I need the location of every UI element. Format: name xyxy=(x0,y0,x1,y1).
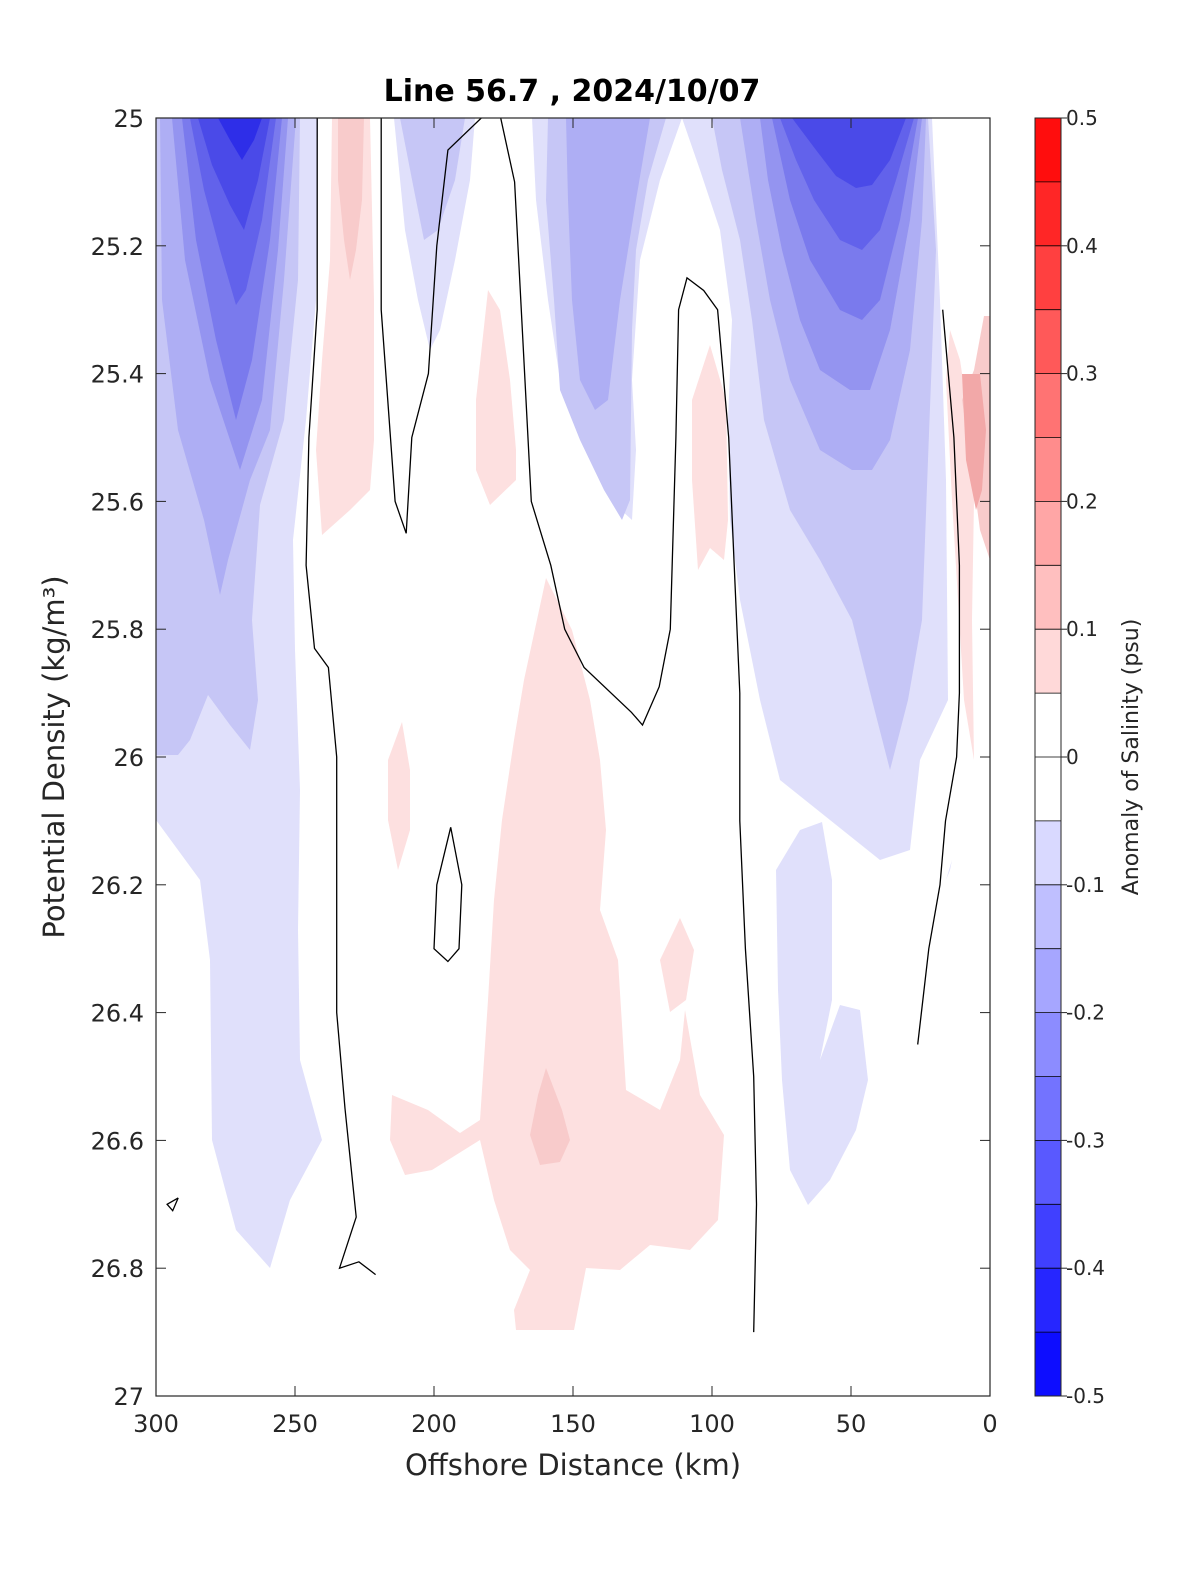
colorbar-tick-label: -0.5 xyxy=(1066,1384,1105,1408)
x-tick-label: 0 xyxy=(982,1410,997,1438)
x-tick-label: 50 xyxy=(836,1410,867,1438)
colorbar-segment xyxy=(1035,245,1061,310)
x-tick-label: 250 xyxy=(272,1410,318,1438)
y-tick-label: 26.2 xyxy=(91,872,144,900)
contour-region-pos-0.10-g xyxy=(530,1068,570,1165)
y-tick-label: 25.2 xyxy=(91,233,144,261)
colorbar-tick-label: 0.3 xyxy=(1066,362,1098,386)
contour-region-pos-0.10-a xyxy=(338,118,364,280)
colorbar-tick-label: 0.1 xyxy=(1066,617,1098,641)
zero-contour-line xyxy=(917,309,961,1045)
colorbar-segment xyxy=(1035,565,1061,630)
colorbar-segment xyxy=(1035,118,1061,182)
colorbar-segment xyxy=(1035,757,1061,821)
x-axis-label: Offshore Distance (km) xyxy=(405,1448,741,1482)
colorbar-tick-label: 0.2 xyxy=(1066,489,1098,513)
x-axis: 300 250 200 150 100 50 0 xyxy=(133,118,998,1438)
contour-region-neg-0.05-e xyxy=(776,822,868,1205)
zero-contour-line xyxy=(500,118,758,1333)
y-tick-label: 26.4 xyxy=(91,1000,144,1028)
contour-region-pos-0.05-b xyxy=(476,290,516,505)
contour-fill xyxy=(156,118,990,1333)
colorbar-tick-label: -0.1 xyxy=(1066,873,1105,897)
chart-title: Line 56.7 , 2024/10/07 xyxy=(384,74,761,109)
colorbar-segment xyxy=(1035,1268,1061,1333)
zero-contour-line xyxy=(166,1197,179,1212)
contour-region-pos-0.05-d xyxy=(390,578,724,1330)
y-axis-label: Potential Density (kg/m³) xyxy=(37,575,71,938)
y-tick-label: 25 xyxy=(113,105,144,133)
y-tick-label: 26 xyxy=(113,744,144,772)
contour-region-pos-0.15-h xyxy=(962,374,986,510)
colorbar-segment xyxy=(1035,1204,1061,1269)
x-tick-label: 100 xyxy=(689,1410,735,1438)
colorbar-segment xyxy=(1035,437,1061,502)
colorbar-tick-label: 0 xyxy=(1066,745,1079,769)
colorbar-segment xyxy=(1035,501,1061,566)
x-tick-label: 200 xyxy=(411,1410,457,1438)
colorbar-segment xyxy=(1035,309,1061,374)
zero-contour-line xyxy=(380,118,482,534)
y-tick-label: 25.6 xyxy=(91,488,144,516)
colorbar-segment xyxy=(1035,373,1061,438)
colorbar-tick-label: -0.4 xyxy=(1066,1256,1105,1280)
contour-region-neg-0.35-d xyxy=(792,118,906,188)
contour-region-pos-0.05-a xyxy=(316,118,374,535)
y-tick-label: 26.6 xyxy=(91,1127,144,1155)
y-tick-label: 25.4 xyxy=(91,361,144,389)
zero-contour-line xyxy=(305,118,376,1276)
x-tick-label: 300 xyxy=(133,1410,179,1438)
y-tick-label: 27 xyxy=(113,1383,144,1411)
colorbar-segment xyxy=(1035,1140,1061,1205)
colorbar-tick-label: 0.5 xyxy=(1066,106,1098,130)
colorbar-segment xyxy=(1035,884,1061,949)
colorbar: 0.5 0.4 0.3 0.2 0.1 0 -0.1 -0.2 -0.3 -0.4 -0.5 xyxy=(1034,106,1105,1408)
colorbar-label: Anomaly of Salinity (psu) xyxy=(1119,619,1144,896)
contour-region-pos-0.05-e xyxy=(388,722,410,870)
zero-contour-line xyxy=(433,827,463,963)
colorbar-segment xyxy=(1035,181,1061,246)
contour-region-pos-0.05-f xyxy=(660,918,694,1012)
y-tick-label: 25.8 xyxy=(91,616,144,644)
colorbar-segment xyxy=(1035,693,1061,757)
contour-region-neg-0.35 xyxy=(198,118,270,230)
colorbar-tick-label: -0.3 xyxy=(1066,1128,1105,1152)
contour-region-neg-0.40 xyxy=(218,118,262,160)
y-axis: 25 25.2 25.4 25.6 25.8 26 26.2 26.4 26.6 26.8 27 xyxy=(91,105,990,1411)
zero-contour-lines xyxy=(166,118,961,1333)
colorbar-tick-label: -0.2 xyxy=(1066,1001,1105,1025)
colorbar-segment xyxy=(1035,820,1061,885)
contour-region-neg-0.15-c xyxy=(566,118,650,410)
x-tick-label: 150 xyxy=(550,1410,596,1438)
colorbar-segment xyxy=(1035,1332,1061,1396)
contour-region-neg-0.05-f xyxy=(946,860,952,880)
colorbar-segment xyxy=(1035,1012,1061,1077)
y-tick-label: 26.8 xyxy=(91,1255,144,1283)
contour-region-pos-0.05-c xyxy=(692,345,728,570)
colorbar-segment xyxy=(1035,629,1061,694)
colorbar-segment xyxy=(1035,948,1061,1013)
colorbar-tick-label: 0.4 xyxy=(1066,234,1098,258)
colorbar-segment xyxy=(1035,1076,1061,1141)
